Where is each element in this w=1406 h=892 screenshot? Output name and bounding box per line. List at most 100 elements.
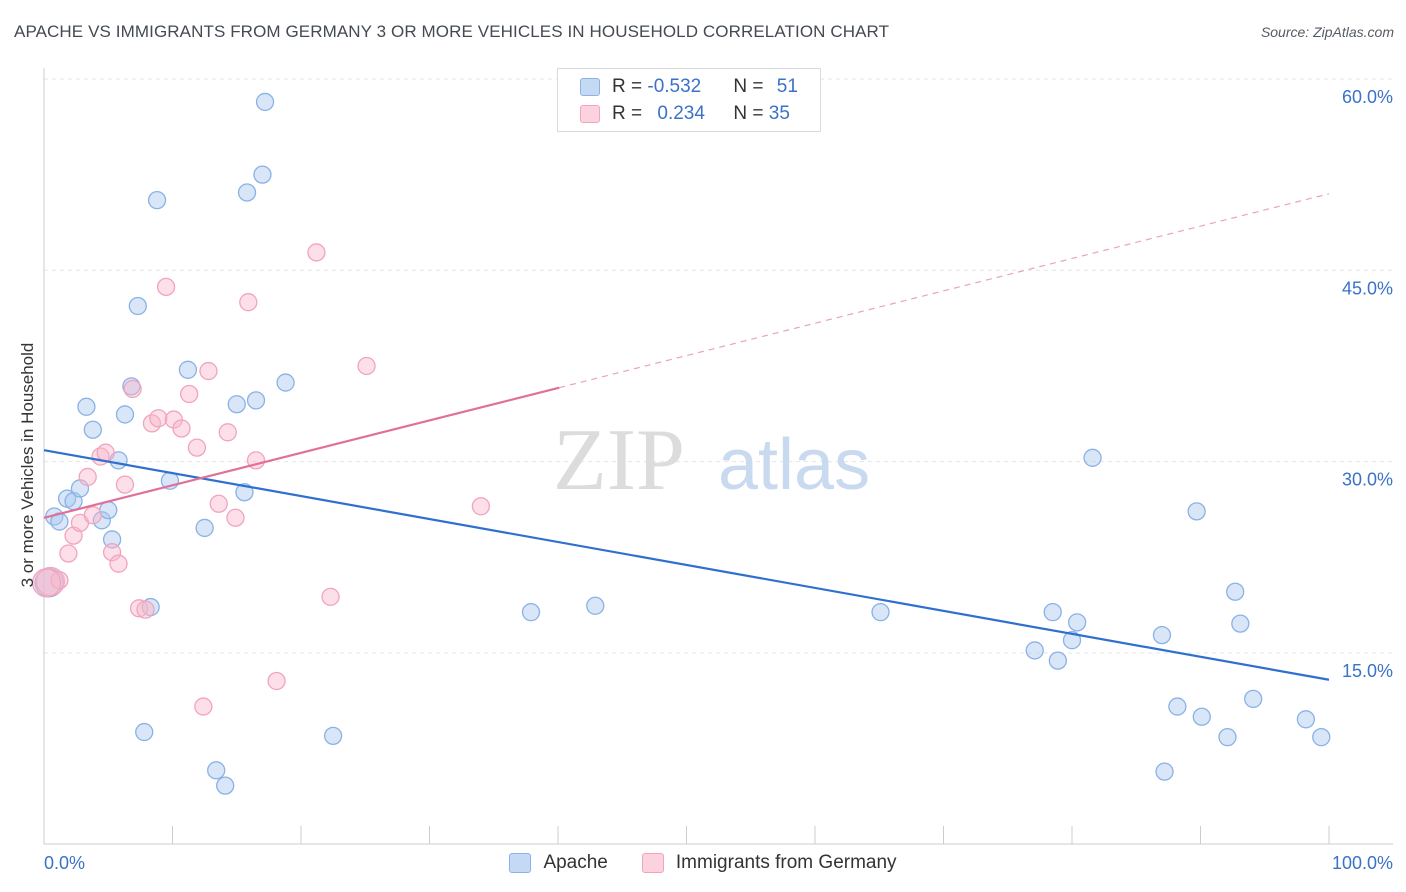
point-apache: [1062, 631, 1082, 650]
point-germany: [123, 379, 142, 399]
point-germany: [194, 697, 213, 716]
point-apache: [1067, 613, 1087, 632]
point-apache: [1048, 651, 1068, 670]
y-tick-label: 60.0%: [1342, 87, 1393, 107]
point-germany: [239, 293, 258, 312]
point-germany: [267, 671, 286, 691]
trend-line-apache: [43, 449, 1330, 681]
point-germany: [199, 361, 218, 381]
point-germany: [307, 243, 326, 262]
point-apache: [128, 296, 147, 316]
grid-lines: [44, 78, 1393, 654]
trend-lines: [43, 193, 1330, 681]
point-apache: [1025, 641, 1044, 660]
point-germany: [471, 497, 491, 516]
point-apache: [115, 405, 135, 424]
point-apache: [1043, 602, 1062, 622]
legend-r-value: -0.532: [647, 76, 702, 97]
source-label: Source: ZipAtlas.com: [1260, 24, 1394, 40]
point-apache: [871, 602, 890, 622]
point-germany: [156, 277, 176, 297]
legend-r-label: R =: [612, 103, 648, 124]
bottom-legend-label-apache: Apache: [543, 852, 608, 873]
point-apache: [178, 360, 198, 379]
x-tick-label: 0.0%: [44, 853, 85, 873]
point-germany: [78, 467, 97, 487]
point-apache: [1168, 697, 1187, 716]
legend-n-label: N =: [733, 76, 769, 97]
point-apache: [1296, 710, 1316, 729]
point-apache: [586, 596, 605, 615]
legend-n-value: 35: [768, 103, 790, 124]
watermark-atlas: atlas: [718, 425, 870, 505]
point-germany: [187, 438, 207, 457]
point-germany: [31, 568, 62, 598]
point-apache: [323, 726, 343, 746]
point-germany: [129, 599, 149, 618]
point-apache: [521, 602, 541, 622]
watermark-zip: ZIP: [553, 412, 685, 509]
point-germany: [102, 543, 122, 562]
point-germany: [96, 443, 115, 462]
y-tick-label: 45.0%: [1342, 278, 1393, 298]
point-germany: [321, 587, 340, 606]
point-germany: [83, 506, 102, 525]
point-apache: [1218, 728, 1237, 747]
bottom-legend-apache: Apache: [509, 852, 608, 874]
bottom-legend-swatch-apache: [509, 853, 532, 873]
point-apache: [1312, 728, 1331, 747]
point-apache: [255, 92, 275, 112]
point-germany: [149, 409, 168, 428]
legend-r-label: R =: [612, 76, 648, 97]
point-apache: [227, 395, 246, 414]
point-apache: [246, 391, 266, 410]
point-apache: [147, 190, 167, 210]
point-germany: [180, 384, 199, 404]
point-germany: [209, 494, 228, 513]
trend-line-germany: [43, 386, 560, 519]
legend-n-value: 51: [776, 76, 798, 97]
point-germany: [59, 544, 78, 563]
point-germany: [109, 554, 128, 573]
axes: [43, 68, 1393, 845]
y-axis-label: 3 or more Vehicles in Household: [18, 342, 37, 588]
legend-r-value: 0.234: [657, 103, 705, 124]
point-apache: [207, 761, 226, 780]
point-apache: [1155, 762, 1174, 781]
point-apache: [1226, 582, 1245, 601]
legend-row-germany: R = 0.234 N = 35: [580, 102, 790, 126]
tick-labels: 15.0% 30.0% 45.0% 60.0% 0.0% 100.0%: [44, 87, 1393, 873]
point-apache: [216, 776, 235, 795]
chart-title: APACHE VS IMMIGRANTS FROM GERMANY 3 OR M…: [14, 22, 890, 41]
point-apache: [237, 183, 257, 202]
point-apache: [235, 483, 254, 502]
legend-swatch-germany: [580, 105, 600, 123]
trend-extension-germany: [559, 193, 1330, 389]
point-germany: [172, 419, 191, 438]
watermark: ZIP atlas: [553, 412, 870, 509]
point-germany: [136, 600, 155, 619]
point-apache: [1244, 689, 1263, 709]
bottom-legend-label-germany: Immigrants from Germany: [675, 852, 897, 873]
point-germany: [218, 423, 237, 442]
bottom-legend-germany: Immigrants from Germany: [641, 852, 897, 874]
bottom-legend: Apache Immigrants from Germany: [0, 852, 1406, 874]
data-points: [31, 92, 1331, 795]
point-apache: [1152, 625, 1172, 645]
point-apache: [195, 518, 214, 538]
x-tick-label: 100.0%: [1332, 853, 1393, 873]
point-apache: [1187, 502, 1206, 521]
point-apache: [276, 373, 295, 392]
y-tick-label: 15.0%: [1342, 661, 1393, 681]
point-apache: [1192, 707, 1211, 726]
y-tick-label: 30.0%: [1342, 470, 1393, 490]
legend-row-apache: R = -0.532 N = 51: [580, 75, 798, 99]
point-germany: [115, 475, 135, 494]
point-apache: [92, 511, 111, 530]
legend-swatch-apache: [580, 78, 600, 96]
point-apache: [253, 165, 272, 184]
point-apache: [135, 722, 154, 742]
point-apache: [1083, 448, 1102, 467]
point-germany: [226, 508, 245, 527]
